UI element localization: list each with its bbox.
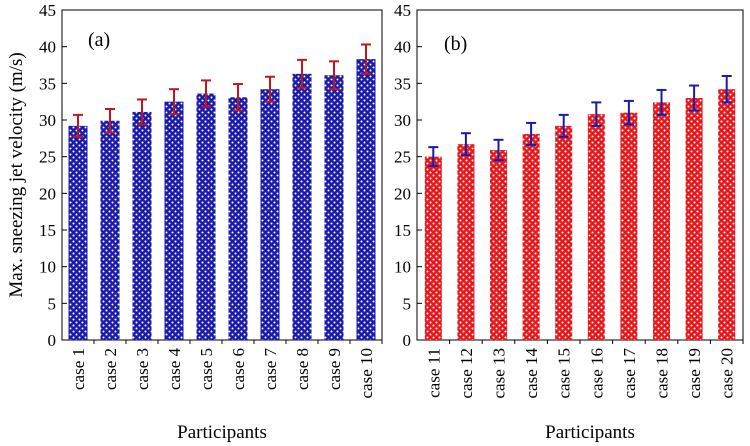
panel-b: (b) Participants 0 5 10 15 20 25 30 35 40 45 case… xyxy=(394,1,744,443)
y-tick-label: 30 xyxy=(394,111,411,130)
error-bar xyxy=(526,121,537,146)
y-tick-label: 0 xyxy=(403,331,412,350)
y-tick-label: 10 xyxy=(39,258,56,277)
y-tick-label: 15 xyxy=(394,221,411,240)
category-label: case 15 xyxy=(555,348,574,399)
y-tick-label: 35 xyxy=(394,74,411,93)
error-bar xyxy=(73,113,83,138)
y-tick-label: 35 xyxy=(39,74,56,93)
bar xyxy=(718,89,736,340)
panel-label-a: (a) xyxy=(88,29,110,51)
bar xyxy=(490,150,507,340)
error-bar xyxy=(233,83,243,112)
error-bar xyxy=(329,60,339,91)
error-bar xyxy=(428,146,439,168)
error-bar xyxy=(361,43,371,75)
category-labels-a: case 1 case 2 case 3 case 4 case 5 case 6 case… xyxy=(69,340,383,399)
y-ticks-b: 0 5 10 15 20 25 30 35 40 45 xyxy=(394,1,422,350)
y-tick-label: 5 xyxy=(48,294,57,313)
error-bars-a xyxy=(73,43,371,138)
category-label: case 3 xyxy=(133,348,152,390)
x-axis-label-b: Participants xyxy=(545,422,635,443)
error-bar xyxy=(297,58,307,89)
y-tick-label: 40 xyxy=(39,38,56,57)
bar xyxy=(457,144,475,340)
error-bar xyxy=(591,101,602,127)
y-tick-label: 45 xyxy=(394,1,411,20)
bar xyxy=(653,102,670,341)
category-label: case 2 xyxy=(101,348,120,390)
category-label: case 11 xyxy=(424,348,443,398)
y-tick-label: 10 xyxy=(394,258,411,277)
bar xyxy=(100,120,120,340)
category-label: case 18 xyxy=(653,348,672,399)
error-bar xyxy=(721,75,732,104)
bar xyxy=(132,111,152,340)
error-bars-b xyxy=(428,75,732,168)
bar xyxy=(228,97,248,341)
category-label: case 5 xyxy=(197,348,216,390)
category-label: case 16 xyxy=(587,348,606,399)
bar xyxy=(196,93,216,340)
panel-a: (a) Max. sneezing jet velocity (m/s) Par… xyxy=(6,1,383,443)
y-tick-label: 30 xyxy=(39,111,56,130)
category-label: case 6 xyxy=(229,348,248,390)
y-tick-label: 25 xyxy=(39,148,56,167)
bar xyxy=(424,156,442,340)
bar xyxy=(555,125,573,340)
bar xyxy=(68,125,88,340)
error-bar xyxy=(105,108,115,134)
y-tick-label: 5 xyxy=(403,294,412,313)
category-label: case 9 xyxy=(325,348,344,390)
y-ticks-a: 0 5 10 15 20 25 30 35 40 45 xyxy=(39,1,67,350)
bar xyxy=(324,75,344,341)
error-bar xyxy=(689,84,700,112)
y-axis-label: Max. sneezing jet velocity (m/s) xyxy=(6,52,27,297)
category-label: case 8 xyxy=(293,348,312,390)
y-tick-label: 20 xyxy=(39,184,56,203)
category-label: case 7 xyxy=(261,348,280,391)
bar xyxy=(260,89,280,340)
category-label: case 17 xyxy=(620,348,639,399)
bar xyxy=(587,114,605,340)
error-bar xyxy=(656,88,667,116)
error-bar xyxy=(201,79,211,108)
bar xyxy=(292,73,312,341)
error-bar xyxy=(558,113,569,138)
y-tick-label: 45 xyxy=(39,1,56,20)
category-labels-b: case 11 case 12 case 13 case 14 case 15 case … xyxy=(424,340,744,399)
y-tick-label: 15 xyxy=(39,221,56,240)
error-bar xyxy=(169,88,179,116)
error-bar xyxy=(265,75,275,103)
error-bar xyxy=(460,132,471,157)
category-label: case 19 xyxy=(685,348,704,399)
error-bar xyxy=(137,98,147,126)
category-label: case 4 xyxy=(165,348,184,391)
category-label: case 13 xyxy=(490,348,509,399)
bar xyxy=(620,112,638,341)
y-tick-label: 20 xyxy=(394,184,411,203)
bar xyxy=(522,133,540,340)
category-label: case 14 xyxy=(522,348,541,399)
y-tick-label: 40 xyxy=(394,38,411,57)
bar xyxy=(685,98,703,340)
error-bar xyxy=(623,99,634,126)
y-tick-label: 25 xyxy=(394,148,411,167)
bar xyxy=(356,59,376,341)
error-bar xyxy=(493,138,504,162)
panel-label-b: (b) xyxy=(444,33,467,55)
category-label: case 20 xyxy=(718,348,737,399)
bars-a xyxy=(68,59,376,341)
bars-b xyxy=(424,89,736,341)
x-axis-label-a: Participants xyxy=(177,422,267,443)
category-label: case 10 xyxy=(357,348,376,399)
bar xyxy=(164,101,184,341)
category-label: case 1 xyxy=(69,348,88,390)
category-label: case 12 xyxy=(457,348,476,399)
y-tick-label: 0 xyxy=(48,331,57,350)
